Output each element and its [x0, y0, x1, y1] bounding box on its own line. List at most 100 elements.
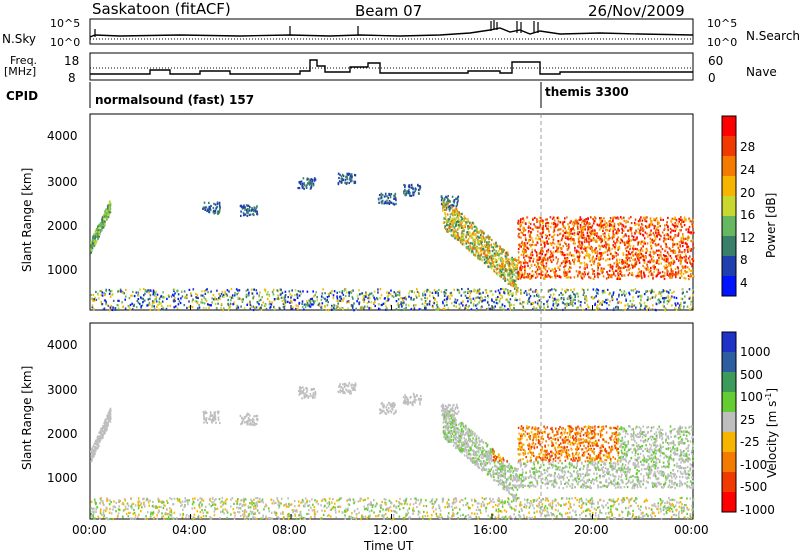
power-echo	[557, 229, 559, 232]
power-echo	[453, 232, 455, 235]
power-echo	[464, 294, 467, 297]
power-echo	[599, 255, 602, 258]
power-echo	[598, 224, 601, 227]
power-echo	[638, 257, 640, 260]
power-echo	[117, 299, 119, 302]
power-echo	[508, 293, 510, 297]
power-echo	[311, 178, 314, 181]
power-echo	[677, 246, 680, 249]
power-echo	[273, 308, 276, 311]
power-echo	[663, 234, 666, 237]
power-echo	[536, 270, 538, 273]
power-echo	[670, 257, 673, 260]
velocity-echo	[293, 505, 296, 508]
power-echo	[264, 304, 267, 307]
power-echo	[581, 230, 584, 233]
power-echo	[522, 273, 524, 276]
power-echo	[90, 251, 92, 254]
power-echo	[531, 228, 533, 231]
power-echo	[108, 202, 111, 205]
power-echo	[690, 249, 692, 252]
power-echo	[538, 256, 541, 259]
power-echo	[377, 288, 379, 291]
power-echo	[180, 290, 183, 293]
power-echo	[188, 300, 190, 303]
power-echo	[539, 221, 542, 225]
power-echo	[682, 241, 684, 244]
power-echo	[443, 217, 445, 220]
power-echo	[478, 301, 480, 304]
power-echo	[373, 290, 376, 293]
power-echo	[230, 299, 232, 302]
power-echo	[684, 218, 686, 221]
power-echo	[613, 273, 615, 276]
power-echo	[512, 292, 514, 295]
power-echo	[648, 225, 650, 228]
power-echo	[622, 261, 625, 264]
power-echo	[502, 248, 504, 251]
power-echo	[615, 269, 617, 272]
power-echo	[566, 235, 569, 238]
power-echo	[675, 228, 678, 231]
power-echo	[663, 238, 666, 241]
power-echo	[542, 266, 545, 269]
power-echo	[483, 258, 486, 261]
velocity-echo	[175, 517, 178, 520]
velocity-echo	[483, 504, 486, 508]
power-echo	[346, 178, 349, 181]
power-echo	[567, 243, 570, 246]
power-echo	[686, 238, 689, 242]
power-echo	[586, 266, 588, 269]
power-echo	[454, 207, 457, 210]
power-echo	[484, 240, 486, 243]
power-echo	[151, 305, 153, 308]
power-echo	[589, 231, 591, 234]
power-echo	[642, 270, 645, 273]
velocity-echo	[238, 503, 241, 506]
power-echo	[226, 289, 229, 292]
power-echo	[583, 275, 585, 278]
power-echo	[459, 239, 461, 242]
power-echo	[664, 242, 667, 245]
power-echo	[148, 291, 150, 294]
power-echo	[421, 302, 424, 305]
power-echo	[692, 290, 695, 293]
nsky-tick-bottom: 10^0	[50, 36, 81, 49]
power-echo	[605, 259, 607, 262]
power-echo	[253, 206, 256, 209]
power-echo	[654, 236, 656, 239]
power-echo	[575, 249, 578, 252]
power-echo	[289, 301, 291, 304]
power-echo	[577, 250, 579, 253]
power-echo	[501, 252, 503, 255]
power-echo	[275, 297, 277, 300]
velocity-echo	[219, 516, 221, 520]
power-echo	[510, 267, 512, 270]
power-echo	[561, 301, 564, 304]
velocity-echo	[646, 499, 648, 502]
power-echo	[158, 300, 161, 303]
power-echo	[502, 268, 504, 271]
velocity-echo	[677, 512, 680, 515]
power-echo	[656, 229, 659, 232]
power-echo	[144, 289, 147, 292]
power-echo	[671, 275, 674, 278]
power-echo	[625, 249, 628, 253]
power-echo	[609, 236, 611, 240]
power-echo	[524, 237, 527, 240]
power-echo	[449, 221, 451, 224]
power-echo	[559, 264, 562, 267]
power-echo	[529, 258, 531, 261]
power-echo	[680, 239, 682, 242]
power-echo	[475, 307, 478, 310]
power-echo	[592, 232, 594, 235]
power-echo	[663, 289, 666, 292]
power-echo	[493, 248, 496, 251]
power-echo	[377, 307, 380, 310]
power-echo	[664, 258, 666, 261]
power-echo	[661, 231, 664, 234]
power-echo	[620, 271, 623, 274]
power-echo	[434, 291, 437, 294]
power-echo	[409, 191, 411, 194]
power-echo	[658, 302, 660, 305]
